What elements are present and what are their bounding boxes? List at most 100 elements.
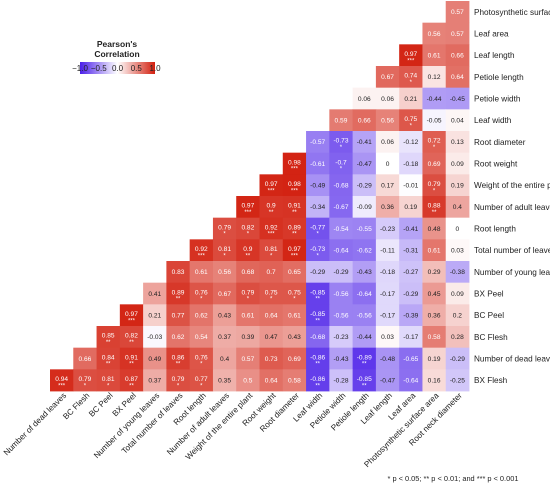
row-label-total-number-of-leaves: Total number of leaves (474, 246, 550, 255)
cell-value: -0.56 (357, 313, 372, 320)
cell-value: -0.55 (357, 226, 372, 233)
heatmap-cell (143, 326, 167, 349)
cell-significance: * (340, 145, 343, 151)
cell-value: -0.64 (357, 291, 372, 298)
heatmap-cell (375, 87, 400, 110)
cell-value: 0.92 (265, 224, 278, 231)
row-label-bc-peel: BC Peel (474, 311, 504, 320)
cell-value: 0.03 (451, 248, 464, 255)
heatmap-cell (352, 217, 377, 240)
cell-value: 0.57 (241, 356, 254, 363)
cell-value: 0.59 (335, 118, 348, 125)
heatmap-cell (422, 369, 447, 392)
cell-significance: * (410, 80, 413, 86)
cell-significance: ** (315, 297, 320, 303)
cell-significance: ** (176, 297, 181, 303)
cell-value: 0.09 (451, 291, 464, 298)
cell-value: 0.88 (428, 203, 441, 210)
cell-value: 0.79 (78, 376, 91, 383)
heatmap-cell (306, 174, 330, 197)
heatmap-cell (352, 109, 377, 132)
cell-value: 0.91 (125, 354, 138, 361)
heatmap-cell (445, 44, 470, 67)
heatmap-cell (352, 304, 377, 327)
heatmap-cell (329, 304, 354, 327)
cell-value: -0.85 (310, 289, 325, 296)
heatmap-cell (352, 282, 377, 305)
cell-value: 0.43 (288, 334, 301, 341)
legend-tick-label: 0.0 (112, 64, 124, 73)
cell-value: 0.83 (172, 269, 185, 276)
heatmap-cell (422, 347, 447, 370)
cell-value: 0.45 (428, 291, 441, 298)
cell-value: -0.47 (380, 378, 395, 385)
heatmap-cell (422, 261, 447, 284)
heatmap-cell (236, 261, 260, 284)
cell-value: -0.39 (403, 313, 418, 320)
heatmap-cell (445, 131, 470, 154)
heatmap-cell (282, 174, 307, 197)
cell-value: 0.61 (288, 313, 301, 320)
heatmap-cell (166, 282, 191, 305)
heatmap-cell (306, 326, 330, 349)
cell-significance: ** (106, 340, 111, 346)
heatmap-cell (399, 326, 423, 349)
heatmap-cell (212, 282, 237, 305)
cell-value: -0.61 (310, 161, 325, 168)
heatmap-cell (422, 131, 447, 154)
cell-value: 0.9 (243, 246, 252, 253)
cell-value: 0.81 (265, 246, 278, 253)
heatmap-cell (166, 347, 191, 370)
heatmap-cell (236, 347, 260, 370)
cell-value: -0.86 (310, 354, 325, 361)
heatmap-cell (399, 261, 423, 284)
cell-value: -0.23 (333, 334, 348, 341)
cell-value: 0.28 (451, 334, 464, 341)
heatmap-cell (375, 174, 400, 197)
heatmap-cell (329, 217, 354, 240)
heatmap-cell (399, 304, 423, 327)
cell-value: 0.87 (125, 376, 138, 383)
cell-value: -0.44 (427, 96, 442, 103)
cell-value: 0.56 (218, 269, 231, 276)
heatmap-cell (166, 304, 191, 327)
cell-significance: * (107, 383, 110, 389)
cell-value: 0.67 (381, 74, 394, 81)
heatmap-cell (445, 304, 470, 327)
cell-value: 0.75 (288, 289, 301, 296)
heatmap-cell (236, 326, 260, 349)
cell-value: 0.06 (381, 139, 394, 146)
heatmap-cell (375, 152, 400, 175)
cell-value: 0.82 (125, 333, 138, 340)
cell-value: -0.73 (333, 138, 348, 145)
cell-value: -0.41 (403, 226, 418, 233)
cell-significance: ** (129, 340, 134, 346)
heatmap-cell (352, 326, 377, 349)
cell-significance: * (84, 383, 87, 389)
heatmap-cell (445, 326, 470, 349)
cell-value: -0.31 (403, 248, 418, 255)
heatmap-cell (422, 152, 447, 175)
heatmap-cell (375, 217, 400, 240)
cell-value: -0.18 (403, 161, 418, 168)
heatmap-cell (445, 196, 470, 219)
cell-value: 0.19 (451, 183, 464, 190)
cell-value: 0.06 (381, 96, 394, 103)
row-label-bx-flesh: BX Flesh (474, 376, 508, 385)
cell-significance: ** (292, 232, 297, 238)
heatmap-cell (306, 239, 330, 262)
heatmap-cell (329, 261, 354, 284)
cell-value: -0.85 (357, 376, 372, 383)
cell-value: 0.56 (428, 31, 441, 38)
cell-value: 0.57 (451, 9, 464, 16)
row-label-number-of-adult-leaves: Number of adult leaves (474, 203, 550, 212)
row-labels: Photosynthetic surface area Leaf area Leaf… (474, 8, 550, 385)
cell-significance: * (200, 297, 203, 303)
heatmap-cell (50, 369, 74, 392)
cell-value: 0.03 (381, 334, 394, 341)
cell-value: 0.74 (404, 73, 417, 80)
row-label-bc-flesh: BC Flesh (474, 333, 508, 342)
cell-significance: *** (291, 253, 299, 259)
cell-value: 0.64 (265, 378, 278, 385)
